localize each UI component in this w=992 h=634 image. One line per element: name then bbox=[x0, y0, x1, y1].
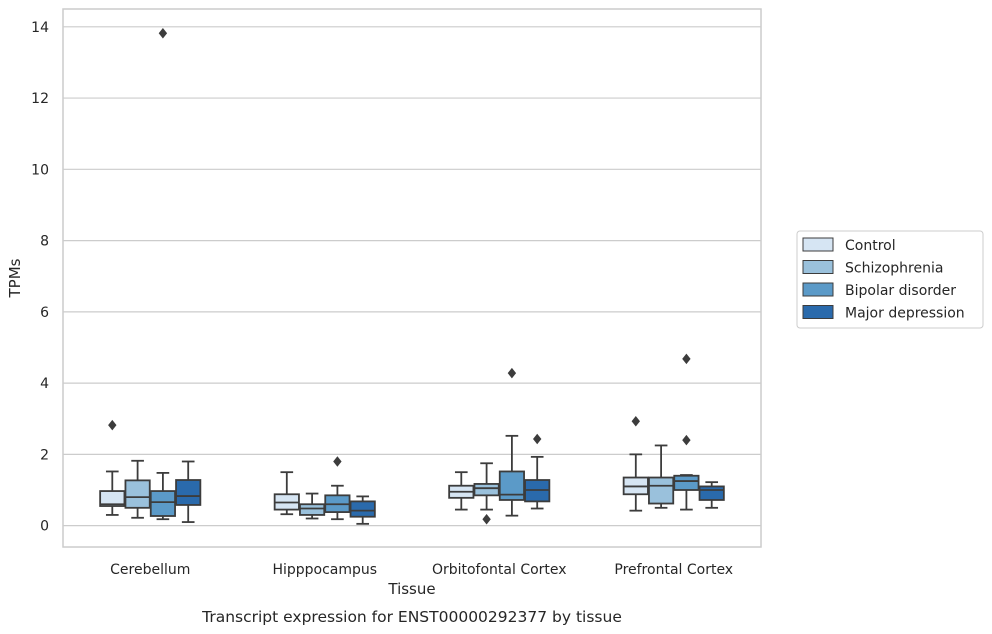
x-tick-label: Hipppocampus bbox=[272, 562, 377, 578]
y-axis-label: TPMs bbox=[6, 258, 24, 298]
x-tick-label: Orbitofontal Cortex bbox=[432, 562, 567, 578]
chart-caption: Transcript expression for ENST0000029237… bbox=[201, 608, 622, 626]
y-gridlines bbox=[63, 26, 761, 527]
legend-swatch bbox=[802, 282, 834, 297]
y-tick-label: 4 bbox=[40, 376, 49, 392]
box bbox=[124, 459, 151, 519]
box-body bbox=[349, 500, 376, 518]
boxes bbox=[99, 27, 725, 525]
outlier-point bbox=[631, 415, 640, 427]
box-body bbox=[124, 479, 151, 509]
box-body bbox=[473, 483, 500, 497]
legend-label: Schizophrenia bbox=[845, 261, 943, 277]
box-body bbox=[299, 503, 326, 516]
legend-frame bbox=[796, 230, 984, 329]
legend-label: Bipolar disorder bbox=[845, 283, 956, 299]
box bbox=[149, 27, 176, 521]
box bbox=[273, 471, 300, 516]
plot-background bbox=[63, 9, 761, 547]
box bbox=[498, 367, 525, 517]
box-body bbox=[99, 490, 126, 507]
legend-label: Control bbox=[845, 238, 896, 254]
box bbox=[648, 444, 675, 509]
box-body bbox=[149, 490, 176, 517]
box bbox=[524, 433, 551, 510]
legend: Control Schizophrenia Bipolar disorder Majo… bbox=[796, 230, 984, 329]
box-body bbox=[673, 474, 700, 491]
box bbox=[448, 471, 475, 511]
box-body bbox=[698, 485, 725, 501]
outlier-point bbox=[482, 513, 491, 525]
y-tick-labels: 0 2 4 6 8 10 12 14 bbox=[31, 20, 49, 535]
box bbox=[99, 419, 126, 516]
legend-swatch bbox=[802, 237, 834, 252]
y-tick-label: 14 bbox=[31, 20, 49, 36]
y-tick-label: 12 bbox=[31, 91, 49, 107]
outlier-point bbox=[682, 353, 691, 365]
y-tick-label: 0 bbox=[40, 519, 49, 535]
box bbox=[324, 456, 351, 521]
x-axis-label: Tissue bbox=[387, 580, 435, 598]
y-tick-label: 10 bbox=[31, 162, 49, 178]
box bbox=[698, 481, 725, 509]
box bbox=[175, 460, 202, 523]
outlier-point bbox=[333, 456, 342, 467]
x-tick-label: Cerebellum bbox=[110, 562, 190, 578]
x-tick-label: Prefrontal Cortex bbox=[614, 562, 733, 578]
box bbox=[299, 492, 326, 520]
outlier-point bbox=[682, 434, 691, 446]
outlier-point bbox=[507, 367, 517, 379]
legend-swatch bbox=[802, 260, 834, 274]
y-tick-label: 2 bbox=[40, 447, 49, 463]
outlier-point bbox=[533, 433, 542, 445]
box-body bbox=[498, 470, 525, 501]
plot-area bbox=[62, 8, 762, 548]
legend-label: Major depression bbox=[845, 306, 965, 322]
outlier-point bbox=[108, 419, 117, 431]
box bbox=[673, 353, 700, 511]
box-body bbox=[175, 479, 202, 506]
box bbox=[349, 495, 376, 525]
plot-frame bbox=[62, 8, 762, 548]
box-body bbox=[648, 476, 675, 505]
legend-swatch bbox=[802, 305, 834, 319]
box bbox=[622, 415, 649, 512]
y-tick-label: 8 bbox=[40, 234, 49, 250]
box bbox=[473, 462, 500, 525]
y-tick-label: 6 bbox=[40, 305, 49, 321]
x-tick-labels: Cerebellum Hipppocampus Orbitofontal Corte… bbox=[110, 562, 733, 578]
outlier-point bbox=[158, 27, 168, 39]
